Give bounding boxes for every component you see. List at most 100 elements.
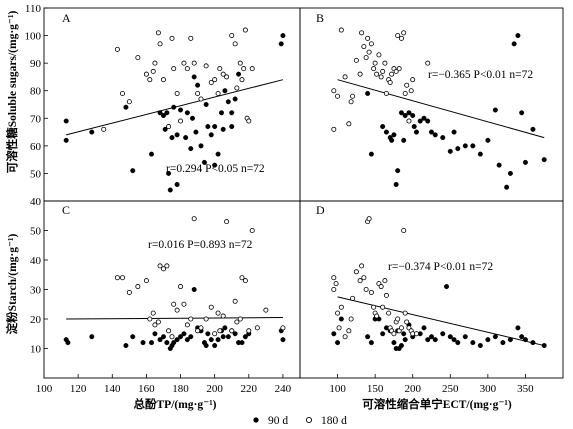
y-tick-label: 90 — [30, 58, 42, 70]
point-180d — [126, 289, 132, 295]
point-90d — [477, 343, 483, 349]
point-90d — [511, 41, 517, 47]
point-90d — [208, 337, 214, 343]
point-90d — [398, 343, 404, 349]
panel-label: A — [62, 11, 71, 25]
point-180d — [406, 118, 412, 124]
point-90d — [519, 334, 525, 340]
point-90d — [413, 129, 419, 135]
x-axis-title-ect: 可溶性缩合单宁ECT/(mg·g⁻¹) — [362, 397, 512, 411]
point-90d — [507, 337, 513, 343]
point-180d — [363, 286, 369, 292]
point-180d — [391, 331, 397, 337]
point-90d — [425, 118, 431, 124]
point-180d — [239, 275, 245, 281]
point-180d — [363, 55, 369, 61]
point-180d — [357, 278, 363, 284]
point-180d — [408, 88, 414, 94]
point-90d — [429, 129, 435, 135]
point-180d — [188, 35, 194, 41]
point-180d — [160, 266, 166, 272]
point-90d — [477, 151, 483, 157]
point-180d — [402, 90, 408, 96]
point-90d — [178, 107, 184, 113]
point-90d — [229, 124, 235, 130]
point-180d — [404, 319, 410, 325]
point-180d — [135, 284, 141, 290]
point-180d — [203, 63, 209, 69]
point-90d — [391, 132, 397, 138]
point-90d — [183, 135, 189, 141]
point-90d — [338, 316, 344, 322]
point-90d — [208, 132, 214, 138]
point-90d — [455, 340, 461, 346]
point-90d — [368, 340, 374, 346]
point-180d — [246, 328, 252, 334]
point-180d — [178, 118, 184, 124]
point-90d — [389, 137, 395, 143]
y-tick-label: 100 — [25, 31, 42, 43]
point-180d — [402, 310, 408, 316]
point-180d — [234, 319, 240, 325]
point-90d — [65, 340, 71, 346]
point-90d — [123, 343, 129, 349]
point-90d — [515, 325, 521, 331]
point-90d — [280, 33, 286, 39]
point-180d — [237, 60, 243, 66]
y-tick-label: 50 — [30, 226, 42, 238]
point-90d — [205, 124, 211, 130]
point-180d — [378, 284, 384, 290]
point-90d — [278, 41, 284, 47]
point-90d — [203, 343, 209, 349]
x-tick-label: 150 — [367, 383, 384, 395]
x-tick-label: 350 — [517, 383, 534, 395]
point-90d — [63, 118, 69, 124]
point-180d — [242, 27, 248, 33]
point-90d — [220, 334, 226, 340]
point-180d — [155, 30, 161, 36]
point-90d — [455, 146, 461, 152]
point-180d — [220, 313, 226, 319]
point-180d — [195, 90, 201, 96]
point-90d — [162, 126, 168, 132]
point-180d — [184, 322, 190, 328]
point-90d — [492, 334, 498, 340]
point-180d — [150, 310, 156, 316]
point-90d — [425, 337, 431, 343]
point-90d — [174, 337, 180, 343]
point-90d — [123, 104, 129, 110]
point-90d — [485, 337, 491, 343]
point-180d — [353, 269, 359, 275]
point-180d — [188, 316, 194, 322]
panel-D: 100 150 200 250 300 350 Dr=−0.374 P<0.01 n=72 — [299, 200, 564, 395]
point-180d — [366, 216, 372, 222]
point-90d — [140, 340, 146, 346]
point-180d — [410, 77, 416, 83]
point-180d — [359, 263, 365, 269]
point-180d — [147, 77, 153, 83]
plot-frame — [43, 200, 301, 379]
x-tick-label: 200 — [206, 383, 223, 395]
point-90d — [157, 337, 163, 343]
y-tick-label: 30 — [30, 285, 42, 297]
point-180d — [374, 71, 380, 77]
point-90d — [530, 126, 536, 132]
y-tick-label: 70 — [30, 113, 42, 125]
x-tick-label: 120 — [70, 383, 87, 395]
point-180d — [331, 286, 337, 292]
point-180d — [171, 66, 177, 72]
point-90d — [225, 334, 231, 340]
point-180d — [169, 334, 175, 340]
point-90d — [401, 137, 407, 143]
point-90d — [368, 151, 374, 157]
point-90d — [398, 110, 404, 116]
point-180d — [215, 90, 221, 96]
point-180d — [239, 77, 245, 83]
point-180d — [425, 60, 431, 66]
point-180d — [404, 82, 410, 88]
stats-annotation: r=−0.365 P<0.01 n=72 — [428, 69, 533, 81]
point-180d — [371, 304, 377, 310]
y-tick-label: 40 — [30, 196, 42, 208]
point-180d — [203, 316, 209, 322]
